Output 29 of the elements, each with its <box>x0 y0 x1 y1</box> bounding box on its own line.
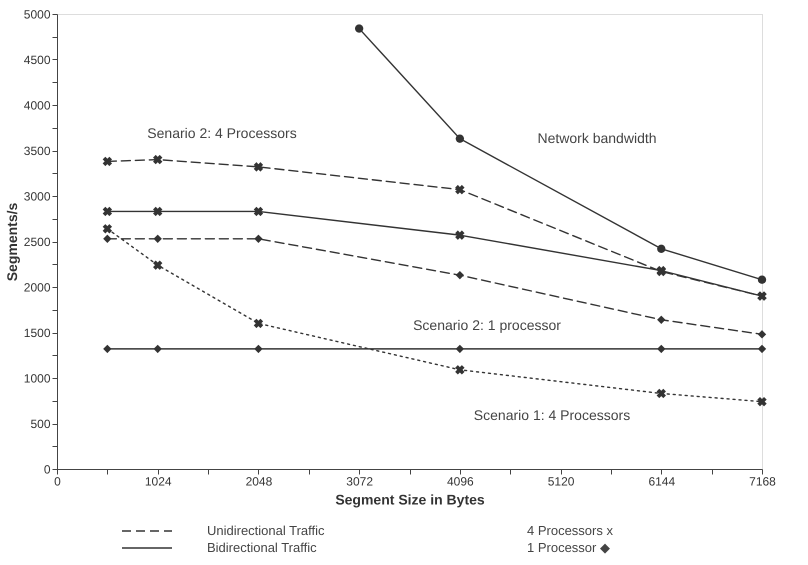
y-axis-title: Segments/s <box>4 202 20 282</box>
y-tick-label: 5000 <box>24 8 51 22</box>
y-tick-label: 2500 <box>24 235 51 249</box>
y-tick-label: 3500 <box>24 144 51 158</box>
annotation: Network bandwidth <box>537 130 657 146</box>
text: Unidirectional Traffic <box>207 523 326 538</box>
x-tick-label: 7168 <box>749 474 776 488</box>
x-tick-label: 5120 <box>548 474 575 488</box>
y-tick-label: 4000 <box>24 98 51 112</box>
x-tick-label: 6144 <box>648 474 676 488</box>
text: 1 Processor ◆ <box>527 540 610 555</box>
y-tick-label: 0 <box>44 462 51 476</box>
y-tick-label: 2000 <box>24 280 51 294</box>
x-tick-label: 0 <box>54 474 62 488</box>
x-tick-label: 2048 <box>246 474 273 488</box>
y-tick-label: 3000 <box>24 190 51 204</box>
text: Bidirectional Traffic <box>207 540 318 555</box>
y-tick-label: 4500 <box>24 53 51 67</box>
text: 4 Processors x <box>527 523 614 538</box>
annotation: Senario 2: 4 Processors <box>147 125 297 141</box>
annotation: Scenario 1: 4 Processors <box>474 407 630 423</box>
y-tick-label: 500 <box>30 417 51 431</box>
x-tick-label: 4096 <box>447 474 474 488</box>
y-tick-label: 1500 <box>24 326 51 340</box>
x-axis-title: Segment Size in Bytes <box>335 492 485 508</box>
x-tick-label: 1024 <box>144 474 172 488</box>
y-tick-label: 1000 <box>24 372 51 386</box>
x-tick-label: 3072 <box>346 474 374 488</box>
annotation: Scenario 2: 1 processor <box>413 317 562 333</box>
